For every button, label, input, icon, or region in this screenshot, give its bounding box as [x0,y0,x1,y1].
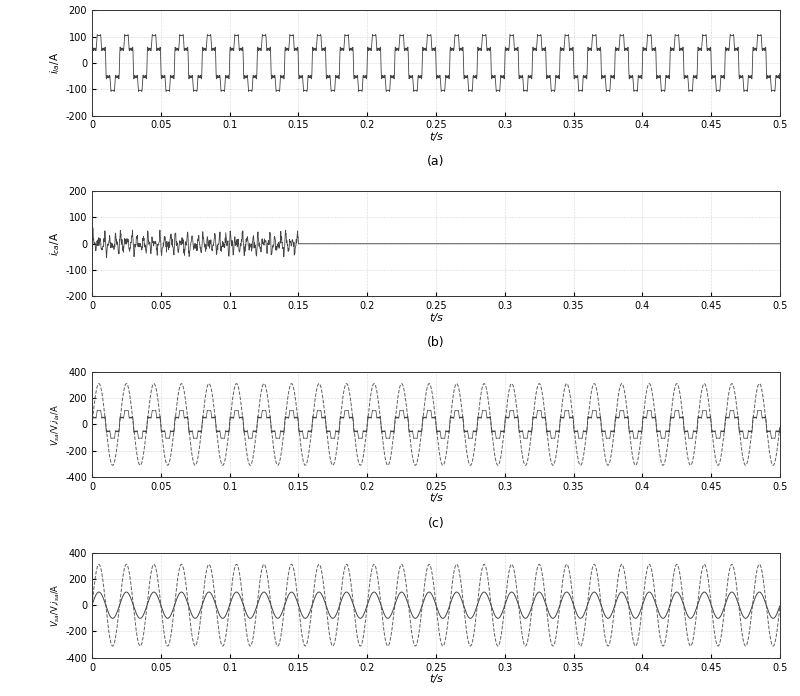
Text: (c): (c) [428,517,444,530]
X-axis label: t/s: t/s [429,674,443,684]
Y-axis label: $V_{sa}$/V,$i_{la}$/A: $V_{sa}$/V,$i_{la}$/A [50,404,62,445]
X-axis label: t/s: t/s [429,493,443,503]
Text: (b): (b) [427,336,445,349]
Y-axis label: $V_{sa}$/V,$i_{sa}$/A: $V_{sa}$/V,$i_{sa}$/A [50,583,62,627]
X-axis label: t/s: t/s [429,132,443,142]
Text: (a): (a) [427,155,445,168]
X-axis label: t/s: t/s [429,313,443,322]
Y-axis label: $i_{la}$/A: $i_{la}$/A [49,52,62,74]
Y-axis label: $i_{ca}$/A: $i_{ca}$/A [49,232,62,256]
